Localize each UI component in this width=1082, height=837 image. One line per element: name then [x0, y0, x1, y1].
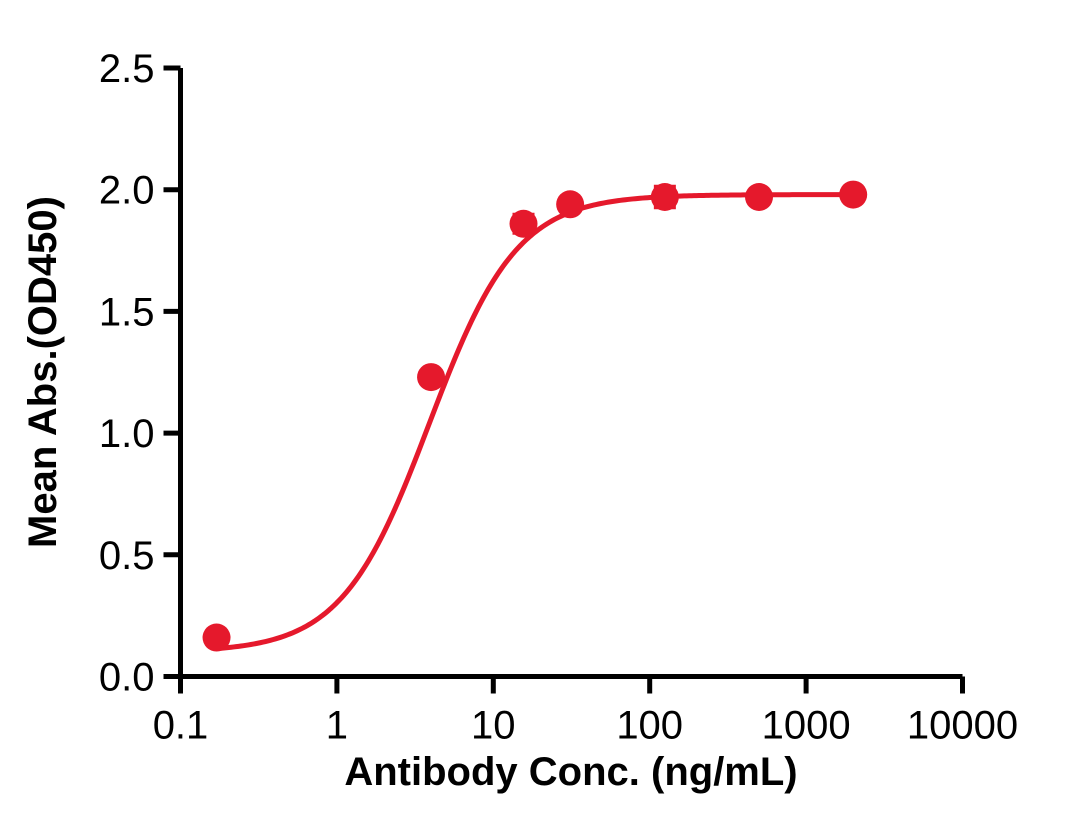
y-tick-label: 2.5: [99, 47, 155, 91]
y-axis-ticks: [163, 65, 181, 679]
x-tick-label: 1: [326, 704, 348, 748]
x-tick-label: 0.1: [153, 704, 209, 748]
data-point-marker: [202, 623, 231, 652]
y-axis-tick-labels: 0.0 0.5 1.0 1.5 2.0 2.5: [99, 47, 155, 700]
y-axis-title: Mean Abs.(OD450): [21, 196, 65, 548]
y-axis-group: 0.0 0.5 1.0 1.5 2.0 2.5: [99, 47, 183, 700]
data-point-marker: [745, 183, 774, 212]
y-tick-label: 0.5: [99, 534, 155, 578]
y-tick-label: 0.0: [99, 656, 155, 700]
data-point-markers: [202, 180, 868, 652]
x-axis-ticks: [178, 676, 965, 694]
data-point-marker: [417, 363, 446, 392]
data-point-marker: [509, 209, 538, 238]
x-tick-label: 10000: [907, 704, 1018, 748]
y-tick-label: 2.0: [99, 169, 155, 213]
y-tick-label: 1.5: [99, 290, 155, 334]
x-axis-tick-labels: 0.1 1 10 100 1000 10000: [153, 704, 1018, 748]
dose-response-curve: [214, 192, 856, 652]
y-tick-label: 1.0: [99, 412, 155, 456]
data-series-layer: [202, 180, 868, 652]
x-axis-title: Antibody Conc. (ng/mL): [344, 750, 797, 794]
data-point-marker: [839, 180, 868, 209]
data-point-marker: [556, 190, 585, 219]
x-tick-label: 100: [616, 704, 683, 748]
data-point-marker: [650, 183, 679, 212]
x-tick-label: 1000: [762, 704, 851, 748]
x-tick-label: 10: [471, 704, 516, 748]
x-axis-group: 0.1 1 10 100 1000 10000: [153, 674, 1018, 748]
